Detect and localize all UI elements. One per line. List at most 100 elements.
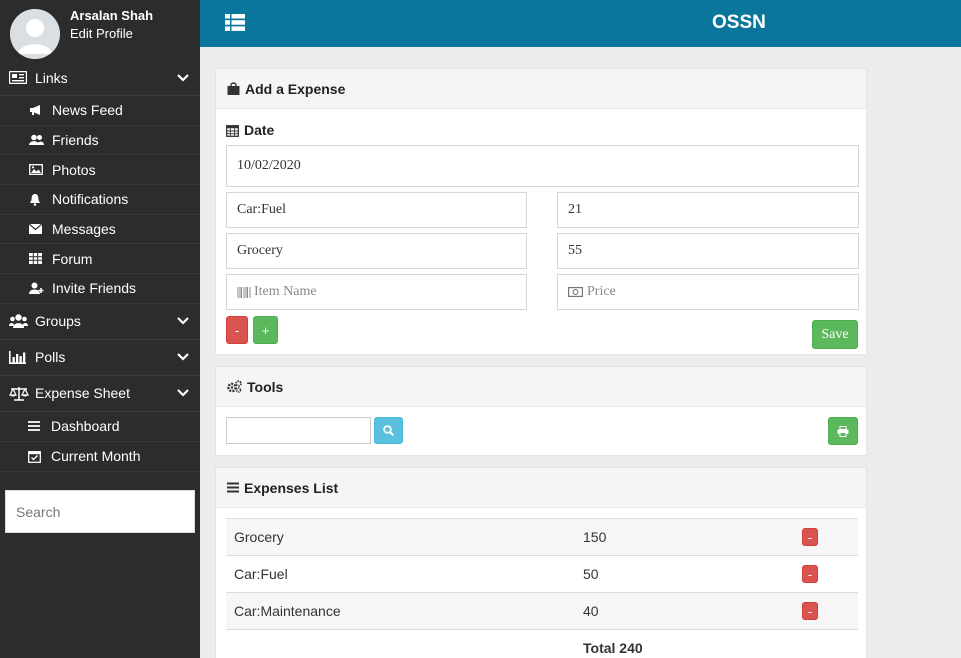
- search-icon: [383, 425, 394, 436]
- chevron-down-icon: [176, 73, 190, 82]
- price-input[interactable]: 55: [557, 233, 859, 269]
- add-expense-panel: Add a Expense Date 10/02/2020 Car:Fuel 2…: [215, 68, 867, 355]
- expense-name: Grocery: [234, 529, 284, 545]
- expense-amount: 50: [583, 566, 599, 582]
- expenses-table: Grocery 150 - Car:Fuel 50 - Car:Maintena…: [226, 518, 858, 630]
- delete-expense-button[interactable]: -: [802, 528, 818, 546]
- list-icon: [28, 421, 48, 432]
- sidebar-item-label: Invite Friends: [52, 280, 137, 297]
- menu-expense-sheet[interactable]: Expense Sheet: [0, 376, 200, 412]
- panel-header: Expenses List: [216, 468, 866, 508]
- balance-scale-icon: [9, 386, 31, 401]
- list-icon: [227, 482, 239, 493]
- panel-header: Add a Expense: [216, 69, 866, 109]
- panel-title: Tools: [247, 378, 284, 395]
- date-input[interactable]: 10/02/2020: [226, 145, 859, 187]
- item-placeholder: Item Name: [254, 284, 317, 299]
- price-input[interactable]: 21: [557, 192, 859, 228]
- tools-search-button[interactable]: [374, 417, 403, 444]
- date-label-text: Date: [244, 122, 275, 138]
- sidebar-search-input[interactable]: [5, 490, 195, 533]
- topbar: OSSN: [200, 0, 961, 47]
- bell-icon: [29, 193, 49, 206]
- date-value: 10/02/2020: [237, 158, 301, 173]
- sidebar-item-label: Messages: [52, 221, 116, 238]
- sidebar-item-forum[interactable]: Forum: [0, 244, 200, 275]
- sidebar-item-dashboard[interactable]: Dashboard: [0, 412, 200, 442]
- delete-expense-button[interactable]: -: [802, 602, 818, 620]
- price-value: 21: [568, 202, 582, 217]
- menu-polls[interactable]: Polls: [0, 340, 200, 376]
- item-value: Car:Fuel: [237, 202, 286, 217]
- cogs-icon: [227, 380, 242, 393]
- menu-groups-label: Groups: [35, 313, 81, 330]
- menu-polls-label: Polls: [35, 349, 66, 366]
- calendar-check-icon: [28, 450, 48, 463]
- print-button[interactable]: [828, 417, 858, 445]
- price-placeholder: Price: [587, 284, 616, 299]
- menu-groups[interactable]: Groups: [0, 304, 200, 340]
- sidebar-item-label: News Feed: [52, 102, 123, 119]
- chevron-down-icon: [176, 389, 190, 397]
- panel-header: Tools: [216, 367, 866, 407]
- shopping-bag-icon: [227, 82, 240, 95]
- tools-search-input[interactable]: [226, 417, 371, 444]
- panel-title: Expenses List: [244, 479, 339, 496]
- sidebar-item-label: Forum: [52, 250, 93, 267]
- sidebar-item-notifications[interactable]: Notifications: [0, 185, 200, 215]
- users-icon: [29, 134, 49, 146]
- table-icon: [29, 253, 49, 265]
- remove-row-button[interactable]: -: [226, 316, 248, 344]
- sidebar: Arsalan Shah Edit Profile Links News Fee…: [0, 0, 200, 658]
- delete-expense-button[interactable]: -: [802, 565, 818, 583]
- sidebar-item-label: Friends: [52, 132, 99, 149]
- menu-toggle-icon[interactable]: [225, 14, 245, 34]
- sidebar-item-news-feed[interactable]: News Feed: [0, 96, 200, 126]
- save-button[interactable]: Save: [812, 320, 858, 349]
- item-name-input[interactable]: Grocery: [226, 233, 527, 269]
- expense-name: Car:Fuel: [234, 566, 288, 582]
- item-name-input[interactable]: Item Name: [226, 274, 527, 310]
- table-row: Car:Fuel 50 -: [226, 556, 858, 593]
- add-row-button[interactable]: +: [253, 316, 278, 344]
- profile-name[interactable]: Arsalan Shah: [70, 8, 154, 23]
- envelope-icon: [29, 224, 49, 235]
- sidebar-item-messages[interactable]: Messages: [0, 215, 200, 245]
- sidebar-item-label: Current Month: [51, 448, 141, 465]
- site-brand[interactable]: OSSN: [712, 12, 766, 33]
- bullhorn-icon: [29, 104, 49, 116]
- date-label: Date: [226, 122, 274, 138]
- panel-title: Add a Expense: [245, 80, 346, 97]
- bar-chart-icon: [9, 350, 31, 364]
- sidebar-item-photos[interactable]: Photos: [0, 155, 200, 186]
- image-icon: [29, 164, 49, 176]
- edit-profile-link[interactable]: Edit Profile: [70, 26, 133, 41]
- expense-amount: 40: [583, 603, 599, 619]
- sidebar-item-current-month[interactable]: Current Month: [0, 442, 200, 472]
- expense-name: Car:Maintenance: [234, 603, 341, 619]
- table-row: Car:Maintenance 40 -: [226, 593, 858, 630]
- sidebar-item-label: Notifications: [52, 191, 129, 208]
- price-value: 55: [568, 243, 582, 258]
- newspaper-icon: [9, 71, 31, 84]
- sidebar-item-label: Dashboard: [51, 418, 120, 435]
- money-icon: [568, 287, 583, 297]
- expense-amount: 150: [583, 529, 607, 545]
- price-input[interactable]: Price: [557, 274, 859, 310]
- expenses-total: Total 240: [583, 640, 643, 656]
- item-name-input[interactable]: Car:Fuel: [226, 192, 527, 228]
- print-icon: [837, 425, 849, 437]
- menu-links[interactable]: Links: [0, 60, 200, 96]
- tools-panel: Tools: [215, 366, 867, 456]
- menu-links-label: Links: [35, 69, 68, 86]
- expenses-list-panel: Expenses List Grocery 150 - Car:Fuel 50 …: [215, 467, 867, 658]
- sidebar-item-invite-friends[interactable]: Invite Friends: [0, 274, 200, 304]
- sidebar-item-label: Photos: [52, 161, 96, 178]
- item-value: Grocery: [237, 243, 283, 258]
- barcode-icon: [237, 286, 251, 298]
- chevron-down-icon: [176, 353, 190, 361]
- profile-block: Arsalan Shah Edit Profile: [0, 0, 200, 60]
- calendar-icon: [226, 124, 239, 137]
- avatar[interactable]: [10, 9, 60, 59]
- sidebar-item-friends[interactable]: Friends: [0, 126, 200, 156]
